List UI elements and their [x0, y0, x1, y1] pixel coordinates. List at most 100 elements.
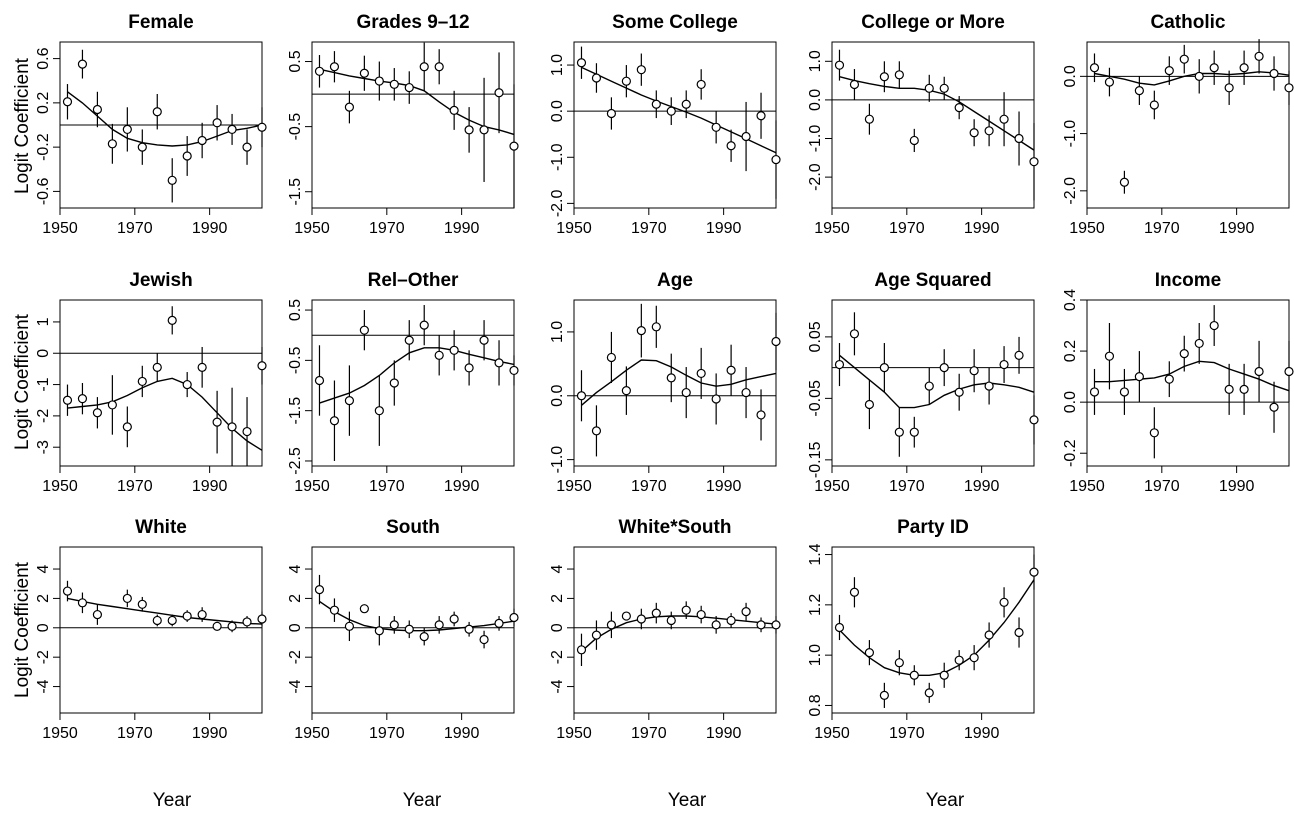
x-tick-label: 1990 [444, 220, 480, 237]
data-point [894, 658, 904, 668]
x-tick-label: 1990 [192, 220, 228, 237]
data-point [711, 394, 721, 404]
data-point [137, 142, 147, 152]
data-point [1239, 63, 1249, 73]
x-tick-label: 1950 [814, 220, 850, 237]
y-tick-label: 0.0 [549, 100, 566, 122]
data-point [242, 617, 252, 627]
data-point [1014, 350, 1024, 360]
panel-2: Grades 9–12 1950 1970 1990 0.5 -0.5 -1.5 [287, 12, 519, 237]
plot-frame [59, 546, 263, 714]
data-point [449, 614, 459, 624]
panel-8: Age 1950 1970 1990 1.0 0.0 -1.0 [549, 270, 781, 495]
y-tick-label: -2.0 [807, 163, 824, 191]
panel-10: Income 1950 1970 1990 0.4 0.2 0.0 -0.2 [1062, 270, 1294, 495]
data-point [1119, 177, 1130, 187]
panel-12: South 1950 1970 1990 4 2 0 -2 -4 [287, 517, 519, 742]
panel-title: Party ID [897, 517, 969, 538]
y-tick-label: 0.4 [1062, 289, 1079, 311]
data-point [864, 648, 875, 658]
x-tick-label: 1950 [42, 220, 78, 237]
y-tick-label: 0.6 [35, 47, 52, 69]
x-tick-label: 1950 [42, 478, 78, 495]
data-point [864, 114, 875, 124]
data-point [404, 335, 414, 345]
data-point [909, 427, 919, 437]
data-point [359, 604, 369, 614]
data-point [197, 135, 207, 146]
data-point [984, 381, 994, 391]
data-point [924, 83, 934, 93]
data-point [771, 336, 781, 347]
data-point [771, 620, 781, 630]
smoothed-trend-line [1094, 71, 1290, 86]
data-point [681, 605, 691, 615]
x-tick-label: 1990 [964, 220, 1000, 237]
data-point [182, 611, 192, 621]
ylabel-row-1: Logit Coefficient [12, 57, 33, 194]
panel-title: South [386, 517, 440, 538]
x-tick-label: 1950 [814, 725, 850, 742]
y-tick-label: 0.2 [35, 92, 52, 114]
y-tick-label: -2.5 [287, 447, 304, 475]
data-point [434, 620, 444, 630]
data-point [479, 125, 489, 135]
data-point [314, 66, 325, 76]
panel-title: Age Squared [874, 270, 991, 291]
data-point [314, 375, 325, 386]
data-point [849, 79, 860, 90]
x-tick-label: 1990 [444, 725, 480, 742]
data-point [681, 387, 691, 398]
data-point [1254, 366, 1264, 377]
x-tick-label: 1990 [706, 220, 742, 237]
data-point [954, 655, 964, 665]
x-tick-label: 1950 [814, 478, 850, 495]
data-point [606, 352, 617, 363]
panel-6: Jewish 1950 1970 1990 1 0 -1 -2 -3 [35, 270, 267, 495]
y-tick-label: -2 [35, 650, 52, 664]
x-tick-label: 1970 [117, 220, 153, 237]
y-tick-label: 4 [287, 564, 304, 573]
ylabel-row-2: Logit Coefficient [12, 313, 33, 450]
y-tick-label: 1.0 [807, 644, 824, 666]
data-point [1104, 351, 1115, 361]
data-point [894, 70, 904, 80]
data-point [389, 79, 399, 89]
x-tick-label: 1990 [192, 725, 228, 742]
data-point [969, 653, 979, 663]
data-point [741, 607, 751, 617]
data-point [834, 359, 845, 370]
plot-frame [573, 299, 777, 467]
data-point [167, 615, 177, 626]
data-point [651, 608, 661, 618]
data-point [1194, 71, 1204, 81]
data-point [419, 62, 429, 72]
data-point [1224, 384, 1234, 394]
x-tick-label: 1990 [192, 478, 228, 495]
plot-frame [831, 546, 1035, 714]
plot-frame [831, 299, 1035, 467]
data-point [182, 379, 192, 390]
smoothed-trend-line [839, 76, 1035, 151]
data-point [939, 670, 949, 680]
data-point [92, 104, 103, 115]
plot-frame [311, 546, 515, 714]
x-tick-label: 1970 [1144, 220, 1180, 237]
data-point [374, 406, 384, 416]
data-point [107, 139, 117, 149]
data-point [359, 325, 369, 335]
x-tick-label: 1970 [369, 725, 405, 742]
data-point [182, 151, 192, 161]
data-point [449, 105, 459, 115]
y-tick-label: 0.2 [1062, 340, 1079, 362]
y-tick-label: -4 [35, 679, 52, 693]
data-point [494, 358, 504, 368]
y-tick-label: 0.0 [807, 89, 824, 111]
plot-frame [1086, 41, 1290, 209]
data-point [344, 396, 355, 406]
panel-4: College or More 1950 1970 1990 1.0 0.0 -1.0 -2.… [807, 12, 1039, 237]
data-point [137, 599, 147, 609]
y-tick-label: 1.0 [807, 50, 824, 72]
data-point [1239, 384, 1249, 394]
data-point [167, 315, 177, 325]
